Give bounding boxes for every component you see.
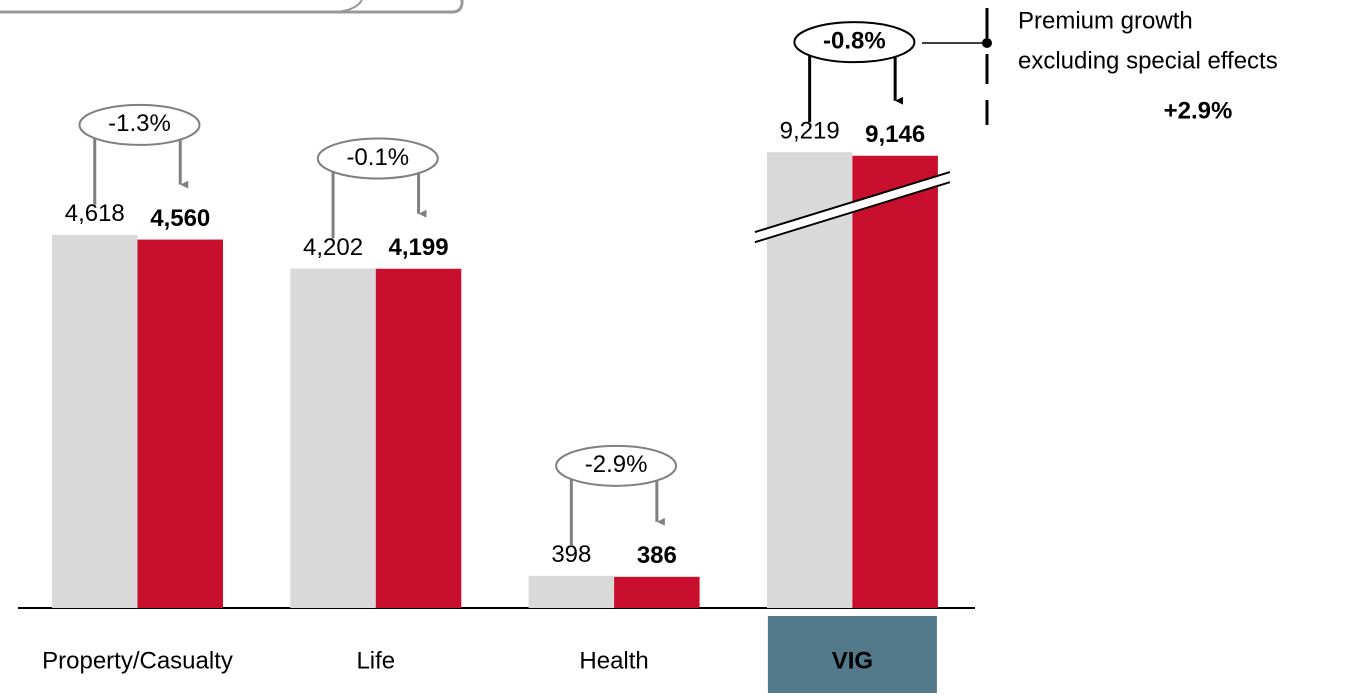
change-ellipse [78,103,201,146]
break-mark [754,181,951,244]
bar [290,268,376,608]
annotation-dot [982,38,992,48]
bar [375,268,462,608]
change-label: -2.9% [585,451,648,478]
value-label: 9,146 [865,121,925,148]
value-label: 4,560 [150,205,210,232]
change-ellipse [793,21,916,64]
value-label: 4,199 [389,234,449,261]
annotation-text: excluding special effects [1018,47,1278,74]
category-box [767,616,937,693]
change-label: -0.8% [823,27,886,54]
annotation-text: Premium growth [1018,7,1193,34]
x-tick-label: Life [356,647,395,674]
bar [52,234,138,608]
change-label: -1.3% [108,110,171,137]
change-label: -0.1% [346,144,409,171]
break-mark [754,171,951,234]
bar [614,576,700,608]
break-gap [754,173,950,242]
x-tick-label: Property/Casualty [42,647,233,674]
bar [137,239,223,608]
change-ellipse [316,137,439,180]
frame-edge [329,0,363,13]
x-tick-label: Health [579,647,648,674]
x-tick-label: VIG [832,647,873,674]
bar [852,155,938,608]
bar [528,575,615,608]
annotation-value: +2.9% [1164,97,1233,124]
change-ellipse [555,444,678,487]
frame-edge [0,0,464,14]
value-label: 386 [637,542,677,569]
